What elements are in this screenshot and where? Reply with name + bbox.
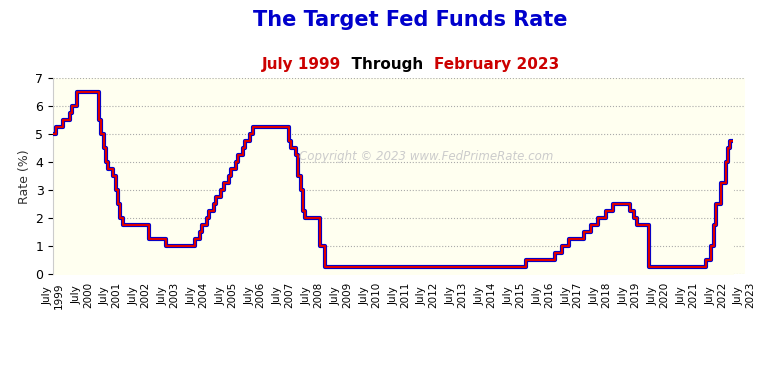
Y-axis label: Rate (%): Rate (%) [18,149,31,204]
Text: The Target Fed Funds Rate: The Target Fed Funds Rate [253,10,568,30]
Text: Copyright © 2023 www.FedPrimeRate.com: Copyright © 2023 www.FedPrimeRate.com [299,150,554,163]
Text: February 2023: February 2023 [434,57,559,72]
Text: Through: Through [341,57,434,72]
Text: July 1999: July 1999 [261,57,341,72]
